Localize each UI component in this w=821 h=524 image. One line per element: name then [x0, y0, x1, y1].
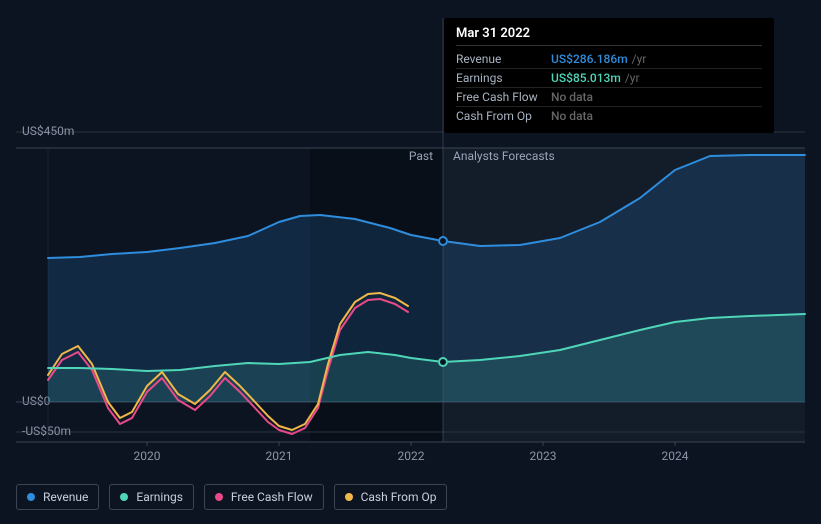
legend-item-revenue[interactable]: Revenue: [16, 484, 99, 510]
tooltip-row-label: Free Cash Flow: [456, 90, 551, 104]
tooltip-row-suffix: /yr: [632, 52, 647, 66]
financial-chart: { "chart": { "width": 821, "height": 524…: [0, 0, 821, 524]
tooltip-row-value: No data: [551, 90, 593, 104]
svg-text:2023: 2023: [530, 449, 557, 463]
legend-dot: [27, 493, 35, 501]
legend-dot: [215, 493, 223, 501]
tooltip-row-label: Cash From Op: [456, 109, 551, 123]
legend-item-cash_from_op[interactable]: Cash From Op: [334, 484, 448, 510]
svg-text:Past: Past: [409, 149, 433, 163]
svg-text:2024: 2024: [662, 449, 689, 463]
tooltip-row: Free Cash FlowNo data: [456, 88, 762, 107]
svg-text:Analysts Forecasts: Analysts Forecasts: [453, 149, 555, 163]
tooltip-title: Mar 31 2022: [456, 26, 762, 46]
svg-text:2021: 2021: [266, 449, 293, 463]
legend-dot: [345, 493, 353, 501]
tooltip-row: Cash From OpNo data: [456, 107, 762, 125]
legend-label: Cash From Op: [361, 490, 437, 504]
tooltip-row: EarningsUS$85.013m/yr: [456, 69, 762, 88]
chart-tooltip: Mar 31 2022 RevenueUS$286.186m/yrEarning…: [444, 18, 774, 133]
tooltip-row-suffix: /yr: [625, 71, 640, 85]
legend-dot: [120, 493, 128, 501]
tooltip-row: RevenueUS$286.186m/yr: [456, 50, 762, 69]
tooltip-row-value: US$286.186m: [551, 52, 628, 66]
tooltip-row-label: Earnings: [456, 71, 551, 85]
legend-label: Earnings: [136, 490, 183, 504]
legend-item-free_cash_flow[interactable]: Free Cash Flow: [204, 484, 324, 510]
svg-text:US$0: US$0: [22, 394, 51, 408]
tooltip-row-value: No data: [551, 109, 593, 123]
svg-text:US$450m: US$450m: [22, 124, 74, 138]
svg-text:2020: 2020: [134, 449, 161, 463]
legend-item-earnings[interactable]: Earnings: [109, 484, 194, 510]
svg-text:2022: 2022: [398, 449, 425, 463]
svg-text:-US$50m: -US$50m: [22, 424, 71, 438]
legend-label: Free Cash Flow: [231, 490, 313, 504]
legend-label: Revenue: [43, 490, 88, 504]
tooltip-row-label: Revenue: [456, 52, 551, 66]
chart-legend: Revenue Earnings Free Cash Flow Cash From O…: [16, 484, 447, 510]
tooltip-row-value: US$85.013m: [551, 71, 621, 85]
